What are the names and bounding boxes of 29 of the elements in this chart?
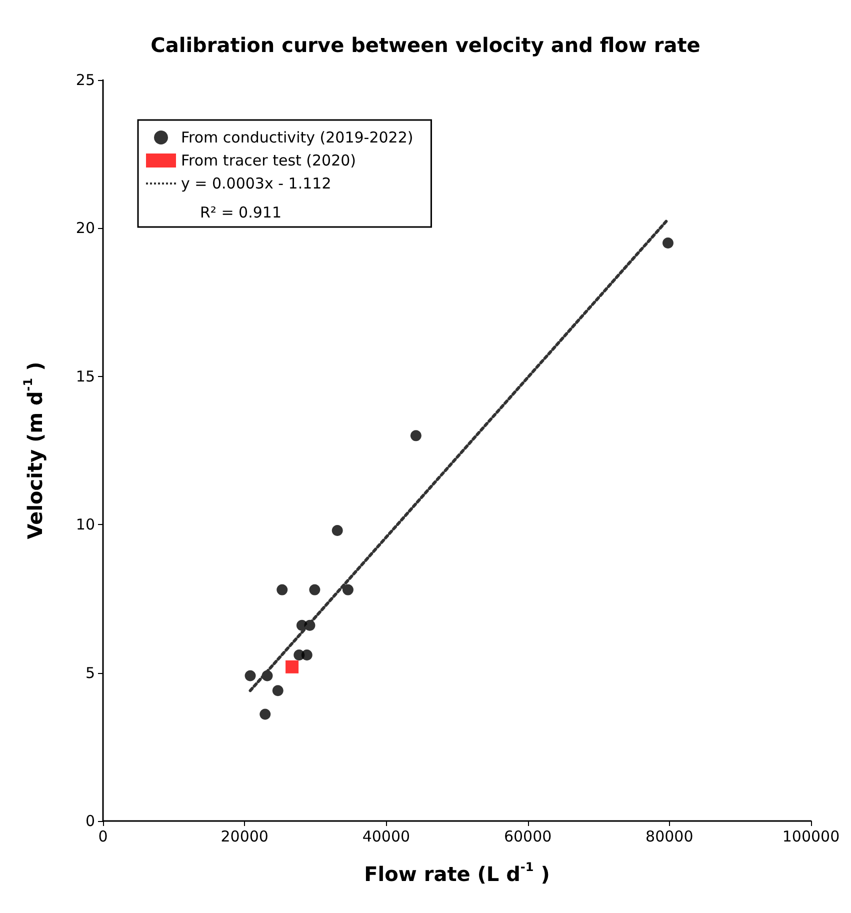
point — [244, 670, 256, 682]
y-tick-label: 20 — [76, 219, 95, 238]
point — [260, 708, 271, 720]
legend-label: From tracer test (2020) — [181, 152, 356, 170]
point — [276, 584, 288, 596]
point — [410, 430, 422, 442]
y-tick-label: 25 — [76, 71, 95, 89]
legend-label: y = 0.0003x - 1.112 — [181, 174, 332, 192]
point — [309, 584, 320, 596]
x-tick-label: 20000 — [220, 828, 268, 846]
point — [286, 660, 299, 674]
x-tick-label: 0 — [98, 828, 108, 846]
y-axis-title: Velocity (m d-1 ) — [21, 362, 47, 540]
y-tick-label: 5 — [85, 664, 95, 682]
legend-label: From conductivity (2019-2022) — [181, 128, 414, 146]
chart-title: Calibration curve between velocity and flow rate — [150, 33, 700, 57]
y-tick-label: 10 — [76, 516, 95, 534]
point — [662, 238, 674, 249]
x-tick-label: 100000 — [782, 828, 840, 846]
point — [301, 650, 312, 661]
point — [342, 584, 354, 596]
y-tick-label: 0 — [85, 812, 95, 830]
point — [272, 685, 284, 696]
x-tick-label: 80000 — [646, 828, 694, 846]
point — [332, 525, 343, 536]
x-tick-label: 60000 — [504, 828, 552, 846]
annotation: R² = 0.911 — [200, 204, 282, 222]
y-tick-label: 15 — [76, 367, 95, 386]
x-tick-label: 40000 — [362, 828, 410, 846]
